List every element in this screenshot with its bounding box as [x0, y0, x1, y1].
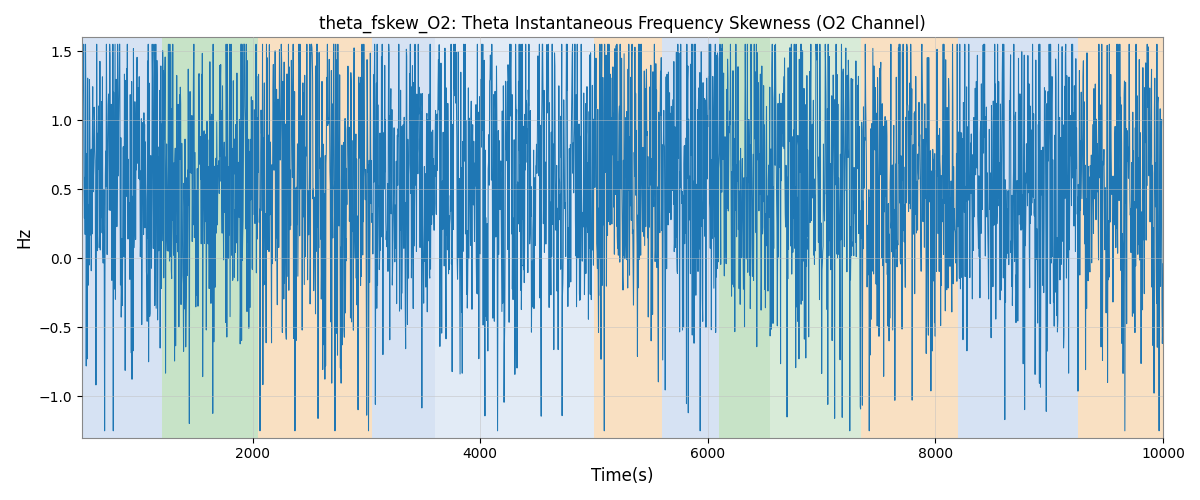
- Bar: [372, 38, 434, 438]
- Bar: [82, 38, 162, 438]
- Bar: [258, 38, 372, 438]
- Bar: [770, 38, 862, 438]
- Bar: [662, 38, 719, 438]
- Bar: [162, 38, 258, 438]
- Y-axis label: Hz: Hz: [14, 227, 32, 248]
- Bar: [594, 38, 662, 438]
- Title: theta_fskew_O2: Theta Instantaneous Frequency Skewness (O2 Channel): theta_fskew_O2: Theta Instantaneous Freq…: [319, 15, 926, 34]
- Bar: [959, 38, 1078, 438]
- X-axis label: Time(s): Time(s): [592, 467, 654, 485]
- Bar: [1078, 38, 1163, 438]
- Bar: [862, 38, 959, 438]
- Bar: [434, 38, 594, 438]
- Bar: [719, 38, 770, 438]
